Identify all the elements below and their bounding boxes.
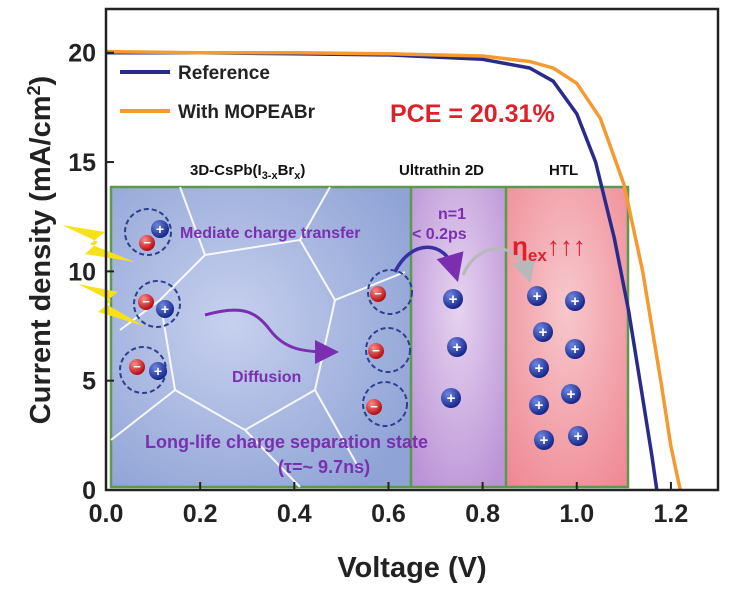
label-tau: (τ=~ 9.7ns) xyxy=(278,457,370,477)
svg-text:+: + xyxy=(571,341,580,358)
y-axis-title: Current density (mA/cm2) xyxy=(24,76,57,424)
label-separation: Long-life charge separation state xyxy=(145,432,428,452)
svg-text:−: − xyxy=(370,399,378,414)
label-time: < 0.2ps xyxy=(412,226,467,243)
svg-text:+: + xyxy=(533,288,542,305)
svg-text:+: + xyxy=(567,386,576,403)
y-tick-label: 0 xyxy=(82,477,96,505)
svg-text:+: + xyxy=(540,432,549,449)
x-tick-label: 1.2 xyxy=(654,500,689,528)
svg-text:−: − xyxy=(143,235,151,250)
svg-text:+: + xyxy=(154,363,162,379)
svg-text:+: + xyxy=(539,324,548,341)
svg-text:+: + xyxy=(535,360,544,377)
y-tick-label: 5 xyxy=(82,368,96,396)
svg-text:+: + xyxy=(449,291,458,308)
legend: Reference With MOPEABr xyxy=(120,63,316,123)
x-tick-label: 0.4 xyxy=(277,500,312,528)
x-tick-label: 0.0 xyxy=(89,500,124,528)
svg-text:−: − xyxy=(142,294,150,309)
holes-htl: + + + + + + + + + xyxy=(527,286,588,450)
label-mediate: Mediate charge transfer xyxy=(180,225,361,242)
plot-frame xyxy=(104,7,720,492)
y-tick-label: 20 xyxy=(68,40,96,68)
svg-text:+: + xyxy=(156,221,164,237)
separated-electrons: − − − xyxy=(362,269,413,427)
charge-pairs-3d: − + − + − + xyxy=(119,208,181,394)
label-htl: HTL xyxy=(549,162,578,179)
label-eta: ηex↑↑↑ xyxy=(512,231,586,265)
transfer-arrow xyxy=(393,245,464,283)
light-bolt-icon xyxy=(62,225,144,326)
y-tick-label: 15 xyxy=(68,149,96,177)
legend-label-mopeabr: With MOPEABr xyxy=(178,102,316,123)
svg-text:+: + xyxy=(453,339,462,356)
svg-text:+: + xyxy=(447,390,456,407)
inset-frame xyxy=(109,185,630,489)
svg-text:−: − xyxy=(133,359,141,374)
svg-text:−: − xyxy=(374,286,382,301)
svg-text:+: + xyxy=(571,293,580,310)
diffusion-arrow xyxy=(204,308,339,364)
series-layer xyxy=(105,49,683,491)
grain-boundaries xyxy=(110,186,406,488)
extraction-arrow xyxy=(461,247,536,284)
svg-text:+: + xyxy=(574,428,583,445)
x-tick-label: 1.0 xyxy=(559,500,594,528)
x-axis-title: Voltage (V) xyxy=(337,552,486,584)
x-tick-label: 0.8 xyxy=(465,500,500,528)
svg-text:−: − xyxy=(372,343,380,358)
region-2d-bg xyxy=(411,187,506,487)
legend-label-reference: Reference xyxy=(178,63,270,84)
series-line-mopeabr xyxy=(105,49,683,491)
x-tick-label: 0.6 xyxy=(371,500,406,528)
ticks-layer: 0.0 0.2 0.4 0.6 0.8 1.0 1.2 0 5 10 15 20 xyxy=(68,40,688,528)
label-3d: 3D-CsPb(I3-xBrx) xyxy=(190,162,305,182)
region-htl-bg xyxy=(506,187,628,487)
holes-2d: + + + xyxy=(441,289,467,408)
label-n: n=1 xyxy=(438,206,466,223)
svg-text:+: + xyxy=(535,397,544,414)
svg-text:+: + xyxy=(161,301,169,317)
inset-schematic: − + − + − + − − − + + + + + + xyxy=(62,162,630,489)
x-tick-label: 0.2 xyxy=(183,500,218,528)
label-diffusion: Diffusion xyxy=(232,369,301,386)
pce-annotation: PCE = 20.31% xyxy=(390,100,555,128)
label-2d: Ultrathin 2D xyxy=(399,162,484,179)
y-tick-label: 10 xyxy=(68,258,96,286)
